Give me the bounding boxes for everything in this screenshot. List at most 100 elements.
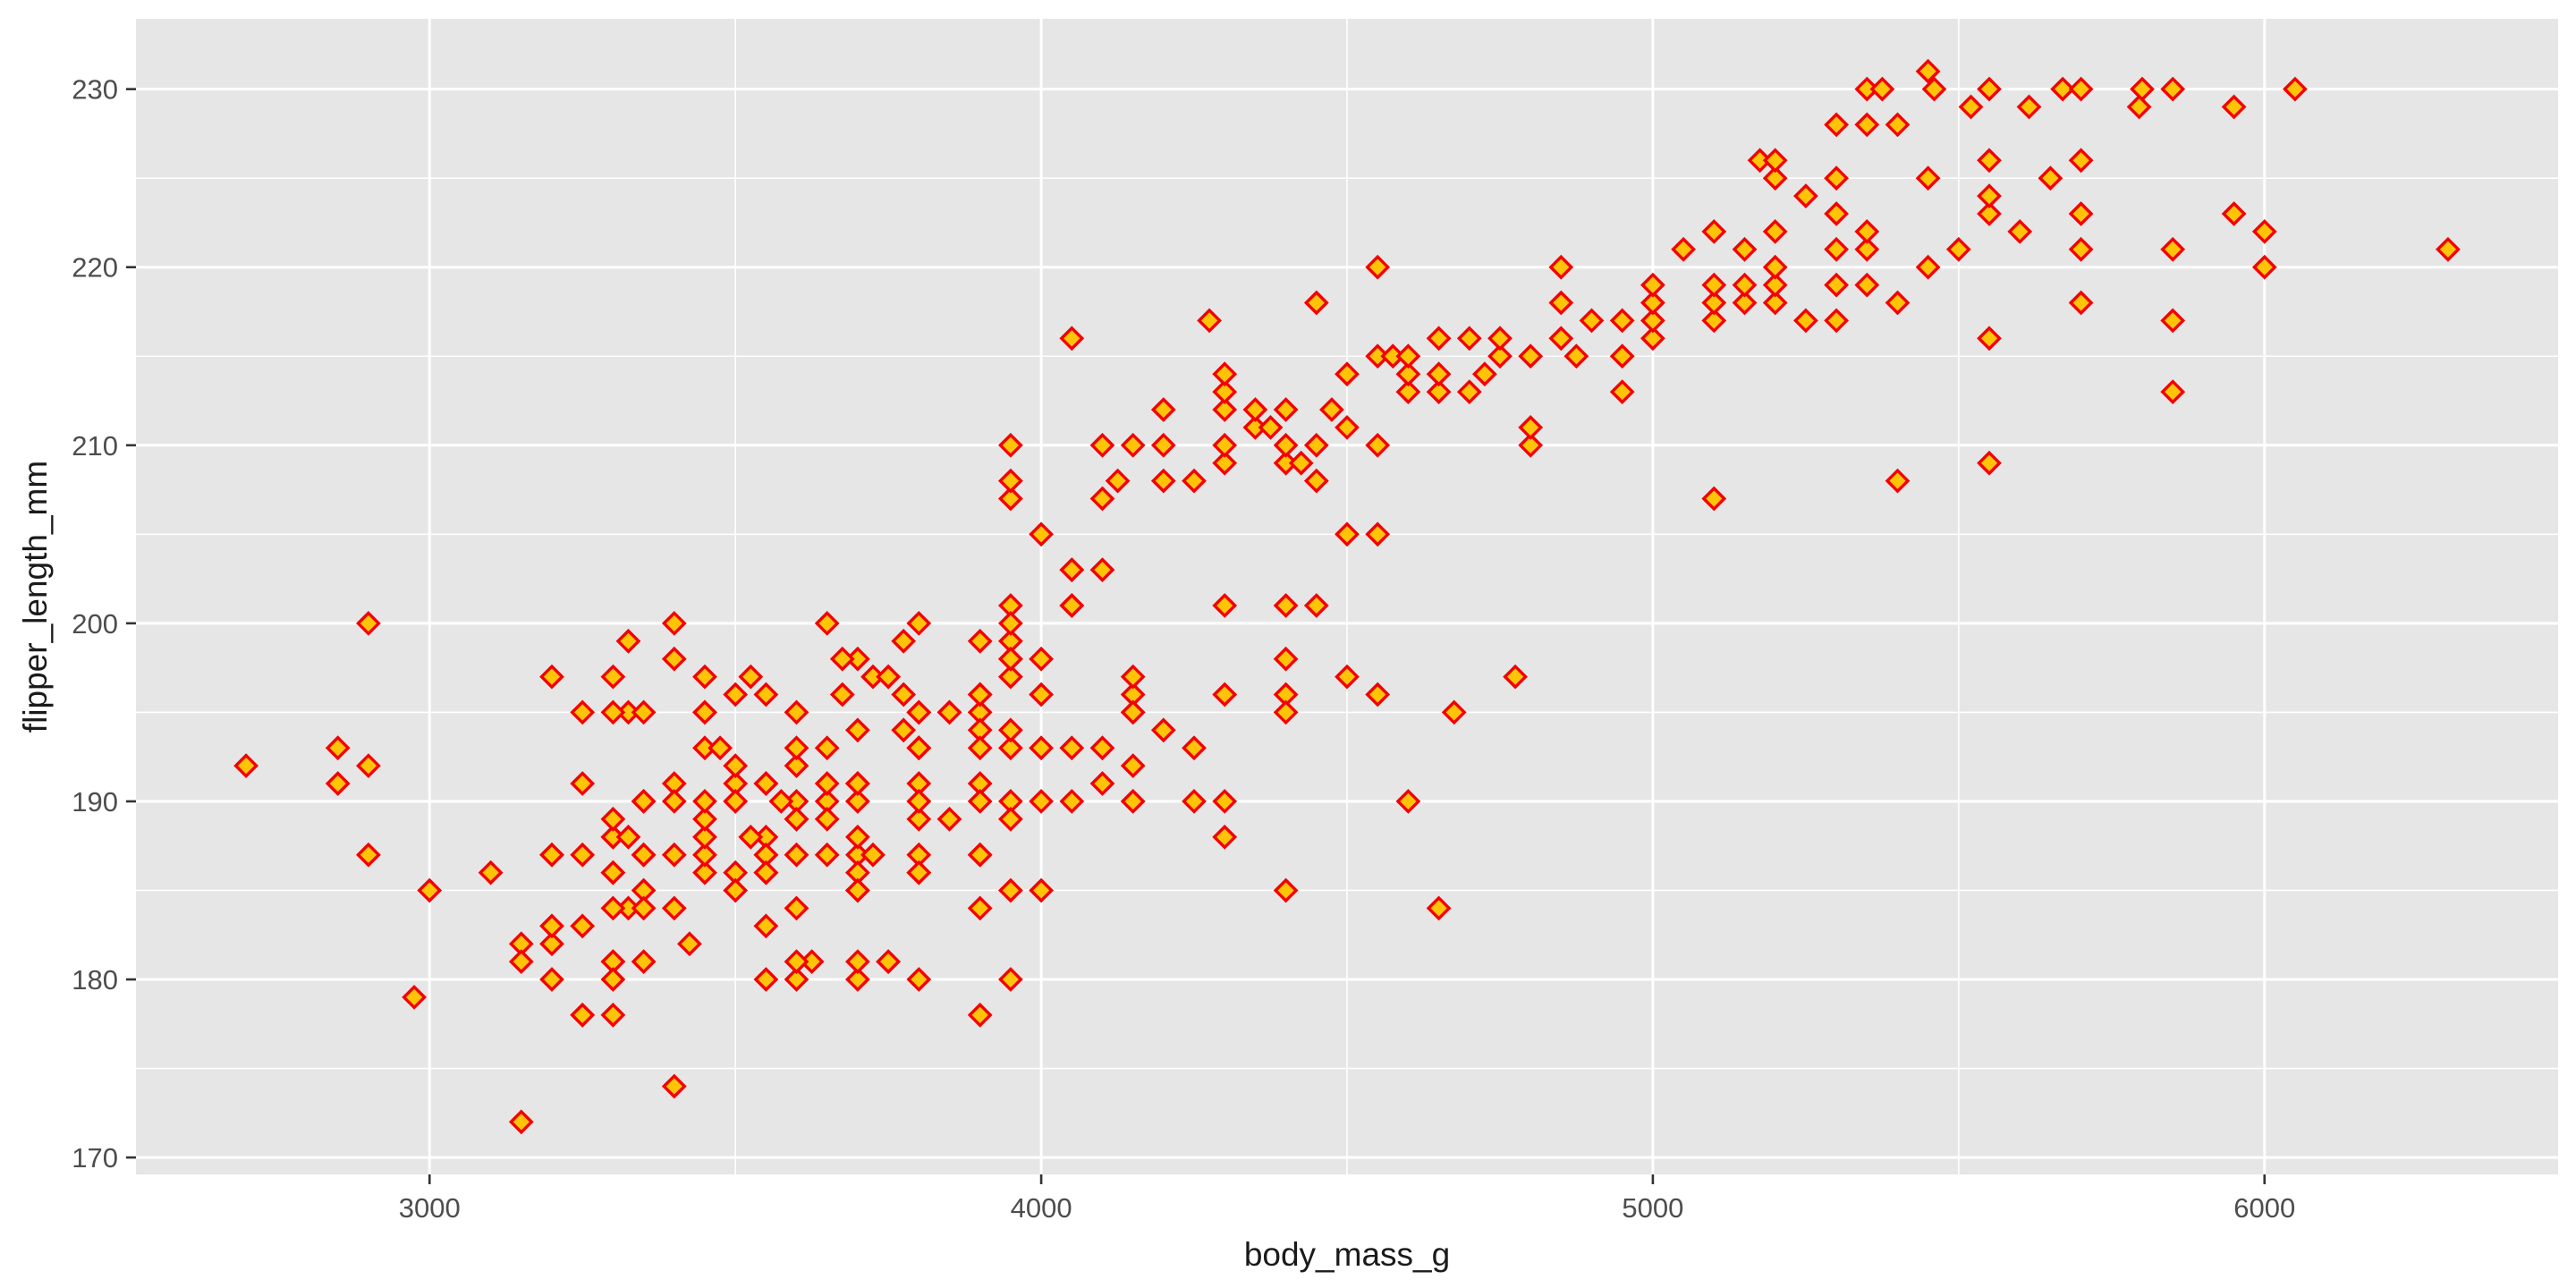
data-point (355, 842, 381, 868)
data-point (478, 860, 504, 886)
data-point (1701, 272, 1727, 298)
data-point (1426, 361, 1452, 387)
data-point (661, 895, 687, 921)
data-point (1958, 94, 1984, 120)
data-point (1029, 682, 1055, 708)
data-point (692, 699, 717, 725)
data-point (708, 735, 733, 761)
data-point (1365, 254, 1391, 280)
data-point (1518, 414, 1544, 440)
data-point (2038, 165, 2063, 191)
data-point (1182, 735, 1207, 761)
data-point (1792, 183, 1818, 209)
data-point (723, 788, 749, 814)
data-point (570, 1002, 596, 1028)
data-point (1395, 788, 1421, 814)
data-point (1059, 593, 1085, 618)
data-point (2007, 218, 2033, 244)
y-tick-label: 180 (72, 964, 118, 996)
data-point (1609, 379, 1635, 405)
data-point (723, 753, 749, 779)
data-point (1548, 254, 1574, 280)
data-point (1640, 290, 1665, 316)
data-point (1487, 343, 1513, 369)
data-point (402, 984, 428, 1010)
data-point (1885, 468, 1911, 494)
x-tick-label: 4000 (1011, 1192, 1072, 1224)
data-point (1303, 432, 1329, 458)
data-point (539, 913, 564, 939)
data-point (844, 788, 870, 814)
data-point (600, 664, 626, 690)
data-point (600, 860, 626, 886)
data-point (784, 806, 809, 832)
data-point (325, 735, 351, 761)
data-point (1089, 432, 1115, 458)
data-point (1365, 682, 1391, 708)
data-point (692, 788, 717, 814)
data-point (1701, 486, 1727, 512)
data-point (1609, 343, 1635, 369)
data-point (2435, 236, 2461, 262)
data-point (1029, 521, 1055, 547)
data-point (1977, 183, 2002, 209)
data-point (1120, 788, 1146, 814)
data-point (784, 895, 809, 921)
data-point (1701, 308, 1727, 334)
data-point (1395, 379, 1421, 405)
data-point (631, 788, 657, 814)
data-point (1915, 254, 1941, 280)
data-point (784, 949, 809, 975)
data-point (1869, 76, 1895, 102)
data-point (738, 664, 764, 690)
data-point (1318, 397, 1344, 422)
data-point (1212, 450, 1238, 476)
data-point (355, 753, 381, 779)
data-point (508, 949, 534, 975)
data-point (891, 717, 917, 743)
data-point (997, 877, 1023, 903)
data-point (967, 628, 993, 654)
data-point (2160, 76, 2186, 102)
data-point (967, 735, 993, 761)
data-point (539, 842, 564, 868)
data-point (2160, 308, 2186, 334)
data-point (967, 842, 993, 868)
y-tick-label: 170 (72, 1142, 118, 1174)
data-point (1762, 148, 1788, 174)
data-point (539, 664, 564, 690)
data-point (615, 824, 641, 850)
data-point (417, 877, 443, 903)
data-point (1182, 468, 1207, 494)
data-point (1854, 272, 1880, 298)
data-point (1854, 236, 1880, 262)
data-point (829, 646, 855, 672)
data-point (1426, 895, 1452, 921)
data-point (906, 860, 932, 886)
data-point (661, 646, 687, 672)
data-point (814, 610, 840, 636)
data-point (1273, 646, 1299, 672)
data-point (997, 432, 1023, 458)
x-tick-label: 3000 (399, 1192, 461, 1224)
data-point (997, 967, 1023, 992)
data-point (1977, 326, 2002, 352)
data-point (829, 682, 855, 708)
data-point (784, 735, 809, 761)
data-point (570, 842, 596, 868)
y-tick-label: 220 (72, 252, 118, 284)
data-point (2160, 379, 2186, 405)
data-point (2050, 76, 2076, 102)
data-point (1456, 379, 1482, 405)
data-point (1150, 468, 1176, 494)
data-point (997, 664, 1023, 690)
data-point (631, 895, 657, 921)
data-point (967, 682, 993, 708)
data-point (967, 895, 993, 921)
data-point (1762, 272, 1788, 298)
data-point (1089, 486, 1115, 512)
data-point (1671, 236, 1697, 262)
data-point (1824, 112, 1850, 138)
data-point (1242, 397, 1268, 422)
